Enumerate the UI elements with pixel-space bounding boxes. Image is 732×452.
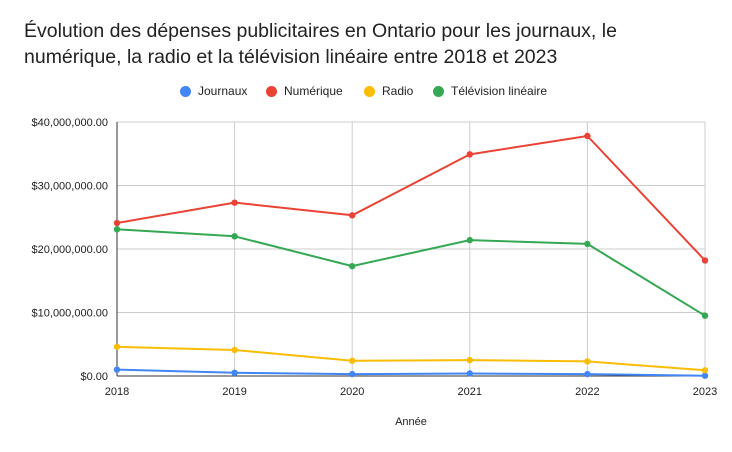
data-point-numerique[interactable]: [701, 257, 709, 264]
data-point-numerique[interactable]: [466, 151, 473, 158]
legend-item-radio[interactable]: Radio: [364, 84, 413, 98]
x-tick-label: 2018: [105, 386, 129, 398]
data-point-radio[interactable]: [701, 367, 709, 374]
y-axis-ticks: $0.00 $10,000,000.00 $20,000,000.00 $30,000…: [32, 117, 108, 383]
legend-label-television-lineaire: Télévision linéaire: [451, 84, 548, 98]
data-point-television-lineaire[interactable]: [701, 312, 709, 319]
legend-item-journaux[interactable]: Journaux: [180, 84, 247, 98]
legend-item-numerique[interactable]: Numérique: [266, 84, 343, 98]
data-point-television-lineaire[interactable]: [466, 236, 473, 244]
data-point-television-lineaire[interactable]: [113, 226, 121, 233]
data-point-radio[interactable]: [349, 357, 356, 364]
series-line-television-lineaire: [116, 228, 706, 317]
series-line-numerique: [116, 135, 706, 262]
y-tick-label: $10,000,000.00: [32, 308, 108, 320]
y-tick-label: $20,000,000.00: [32, 244, 108, 256]
data-point-radio[interactable]: [466, 356, 473, 364]
data-point-journaux[interactable]: [466, 370, 473, 377]
data-point-journaux[interactable]: [231, 369, 238, 377]
grid-lines: [116, 121, 706, 377]
legend-label-numerique: Numérique: [284, 84, 343, 98]
data-point-television-lineaire[interactable]: [231, 233, 238, 240]
series-line-radio: [116, 345, 706, 372]
series-layer: [113, 132, 709, 379]
x-axis-title: Année: [395, 416, 427, 428]
x-tick-label: 2020: [340, 386, 364, 398]
data-point-numerique[interactable]: [113, 219, 121, 227]
legend-swatch-television-lineaire: [433, 85, 444, 97]
y-tick-label: $40,000,000.00: [32, 117, 108, 129]
legend-item-television-lineaire[interactable]: Télévision linéaire: [433, 84, 547, 98]
legend-swatch-journaux: [180, 85, 191, 97]
x-tick-label: 2023: [693, 386, 717, 398]
legend-label-journaux: Journaux: [198, 84, 248, 98]
y-tick-label: $0.00: [80, 371, 108, 383]
legend-label-radio: Radio: [382, 84, 414, 98]
data-point-radio[interactable]: [113, 343, 121, 350]
legend: Journaux Numérique Radio Télévision liné…: [0, 84, 732, 102]
data-point-radio[interactable]: [584, 358, 591, 365]
data-point-numerique[interactable]: [231, 199, 238, 206]
data-point-numerique[interactable]: [584, 132, 591, 140]
legend-swatch-numerique: [266, 85, 277, 97]
x-axis-ticks: 2018 2019 2020 2021 2022 2023: [105, 386, 717, 398]
x-tick-label: 2019: [222, 386, 246, 398]
series-line-journaux: [116, 368, 706, 377]
chart-title: Évolution des dépenses publicitaires en …: [24, 20, 617, 68]
data-point-journaux[interactable]: [113, 366, 121, 373]
x-tick-label: 2022: [575, 386, 599, 398]
legend-swatch-radio: [364, 85, 375, 97]
data-point-journaux[interactable]: [701, 372, 709, 379]
x-tick-label: 2021: [458, 386, 482, 398]
data-point-numerique[interactable]: [349, 212, 356, 219]
data-point-journaux[interactable]: [349, 370, 356, 378]
y-tick-label: $30,000,000.00: [32, 181, 108, 193]
data-point-television-lineaire[interactable]: [349, 262, 356, 270]
data-point-television-lineaire[interactable]: [584, 240, 591, 248]
data-point-journaux[interactable]: [584, 370, 591, 378]
data-point-radio[interactable]: [231, 346, 238, 354]
